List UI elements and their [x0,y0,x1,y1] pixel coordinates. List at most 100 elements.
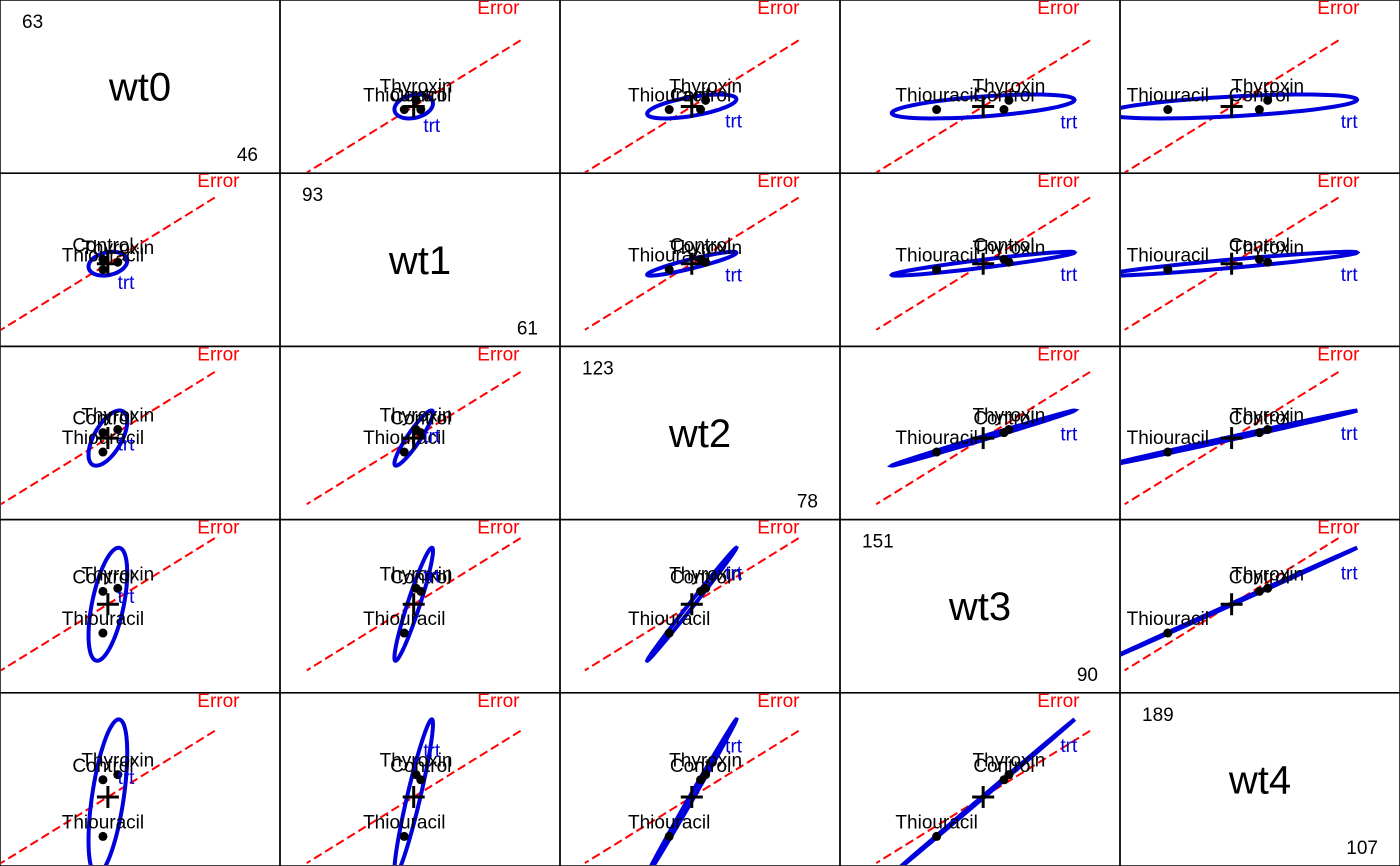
hypothesis-label: trt [423,566,441,587]
group-label: Thiouracil [62,428,144,449]
panel-border [839,345,1121,521]
range-min-label: 107 [1346,838,1378,859]
group-label: Thyroxin [1231,406,1304,427]
group-label: Thiouracil [628,86,710,107]
hypothesis-label: trt [118,587,136,608]
range-max-label: 63 [22,12,43,33]
error-label: Error [757,0,800,19]
group-mean-point [399,831,409,841]
group-label: Thyroxin [669,76,742,97]
error-label: Error [1317,344,1360,365]
hypothesis-label: trt [118,273,136,294]
error-label: Error [477,518,520,539]
group-label: Control [390,756,451,777]
group-label: Thyroxin [81,564,154,585]
group-mean-point [664,628,674,638]
group-mean-point [701,257,711,267]
group-label: Thiouracil [1127,609,1209,630]
hypothesis-ellipse [888,249,1078,278]
hypothesis-ellipse [649,717,739,865]
error-label: Error [197,171,240,192]
hypothesis-label: trt [423,426,441,447]
range-max-label: 189 [1142,705,1174,726]
error-ellipse [306,537,522,672]
group-mean-point [98,628,108,638]
group-mean-point [113,425,123,435]
group-label: Thiouracil [628,812,710,833]
panel-wt0-wt4: Control Thiouracil Thyroxin Error trt [1119,0,1400,174]
group-label: Control [670,756,731,777]
group-mean-point [1254,428,1264,438]
hypothesis-ellipse [392,92,435,121]
error-label: Error [1037,344,1080,365]
error-ellipse [306,371,522,506]
group-label: Thyroxin [972,406,1045,427]
group-mean-point [696,105,706,115]
hypothesis-label: trt [423,116,441,137]
group-label: Thiouracil [628,609,710,630]
group-mean-point [411,95,421,105]
group-mean-point [664,831,674,841]
range-min-label: 61 [517,318,538,339]
group-label: Thyroxin [380,751,453,772]
range-min-label: 90 [1077,665,1098,686]
hypothesis-ellipse [1121,249,1361,278]
group-mean-point [1004,425,1014,435]
group-label: Thyroxin [380,406,453,427]
variable-name: wt4 [1228,758,1291,802]
group-mean-point [399,447,409,457]
panel-wt4-wt4: wt4 189 107 [1119,692,1400,866]
panel-wt3-wt1: Control Thiouracil Thyroxin Error trt [279,518,561,694]
group-label: Control [390,409,451,430]
group-mean-point [98,254,108,264]
panel-wt3-wt4: Control Thiouracil Thyroxin Error trt [1119,518,1400,694]
group-mean-point [1263,583,1273,593]
group-mean-point [932,831,942,841]
panel-wt3-wt2: Control Thiouracil Thyroxin Error trt [559,518,841,694]
error-label: Error [1317,518,1360,539]
group-label: Thyroxin [81,751,154,772]
group-label: Control [1229,567,1290,588]
group-label: Thyroxin [669,751,742,772]
group-label: Control [670,86,731,107]
hypothesis-label: trt [1060,424,1078,445]
group-mean-point [664,105,674,115]
group-label: Thiouracil [895,428,977,449]
error-label: Error [757,518,800,539]
hypothesis-label: trt [725,112,743,133]
group-label: Thiouracil [363,86,445,107]
error-label: Error [1037,0,1080,19]
hypothesis-label: trt [1341,112,1359,133]
group-label: Control [973,409,1034,430]
group-label: Control [72,409,133,430]
hypothesis-label: trt [725,265,743,286]
group-label: Control [973,756,1034,777]
group-label: Control [72,235,133,256]
panel-wt3-wt0: Control Thiouracil Thyroxin Error trt [0,518,281,694]
group-label: Thiouracil [895,246,977,267]
panel-border [0,518,281,694]
group-mean-point [932,265,942,275]
hypothesis-ellipse [1121,92,1360,121]
group-mean-point [1163,628,1173,638]
group-mean-point [1263,257,1273,267]
group-label: Thyroxin [1231,76,1304,97]
group-label: Thiouracil [628,246,710,267]
hypothesis-label: trt [725,563,743,584]
